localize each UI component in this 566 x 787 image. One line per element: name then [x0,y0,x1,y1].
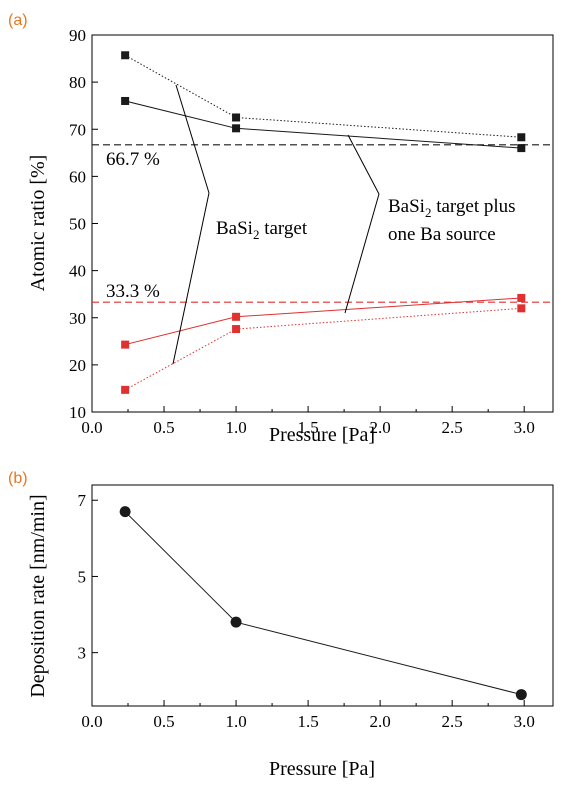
x-tick-label: 2.0 [370,418,391,437]
chart-a-xlabel: Pressure [Pa] [269,424,375,446]
data-point [517,144,526,153]
y-tick-label: 10 [69,403,86,422]
x-tick-label: 2.5 [442,712,463,731]
data-point [232,124,241,133]
reference-line-label: 66.7 % [106,149,160,170]
y-tick-label: 30 [69,309,86,328]
x-tick-label: 0.5 [153,712,174,731]
y-tick-label: 60 [69,167,86,186]
chart-b-frame [91,484,554,707]
series-line [125,100,522,149]
data-point [121,51,130,60]
chart-a-ylabel: Atomic ratio [%] [27,155,49,292]
y-tick-label: 50 [69,215,86,234]
chart-a: 0.0 0.5 1.0 1.5 2.0 2.5 3.0 10 20 30 40 50 60 70 80 90… [27,26,554,446]
data-point [121,340,130,349]
data-point [232,312,241,321]
annotation-basi2-target-plus: BaSi2 target plus [388,196,516,220]
y-tick-label: 20 [69,356,86,375]
reference-line-label: 33.3 % [106,281,160,302]
y-tick-label: 7 [78,491,87,510]
panel-b-label: (b) [8,470,28,487]
y-tick-label: 80 [69,73,86,92]
x-tick-label: 3.0 [514,712,535,731]
y-tick-label: 90 [69,26,86,45]
data-point [517,133,526,142]
leader-line [175,84,210,194]
leader-line [172,192,210,365]
data-point [230,616,242,628]
y-tick-label: 40 [69,262,86,281]
annotation-leader-lines [172,84,380,365]
series-line [124,54,522,138]
data-point [232,113,241,122]
panel-a-label: (a) [8,12,28,29]
series-line [124,307,522,391]
y-tick-label: 70 [69,120,86,139]
data-point [515,689,527,701]
annotation-basi2-target: BaSi2 target [216,218,308,242]
annotation-one-ba-source: one Ba source [388,224,496,245]
chart-b: 0.0 0.5 1.0 1.5 2.0 2.5 3.0 357 Pressure [Pa] … [27,484,554,780]
data-point [232,325,241,334]
x-tick-label: 3.0 [514,418,535,437]
chart-b-ylabel: Deposition rate [nm/min] [27,494,49,697]
data-point [517,304,526,313]
x-tick-label: 1.5 [297,418,318,437]
data-point [121,385,130,394]
x-tick-label: 0.0 [81,712,102,731]
data-point [517,293,526,302]
leader-line [347,134,380,195]
x-tick-label: 0.0 [81,418,102,437]
data-point [121,96,130,105]
series-line [125,297,522,346]
leader-line [344,193,380,314]
x-tick-label: 0.5 [153,418,174,437]
y-tick-label: 3 [78,644,87,663]
series-line [124,511,522,696]
x-tick-label: 2.5 [442,418,463,437]
data-point [119,506,131,518]
y-tick-label: 5 [78,567,87,586]
x-tick-label: 1.5 [297,712,318,731]
x-tick-label: 1.0 [225,418,246,437]
chart-b-xlabel: Pressure [Pa] [269,758,375,780]
x-tick-label: 1.0 [225,712,246,731]
x-tick-label: 2.0 [370,712,391,731]
